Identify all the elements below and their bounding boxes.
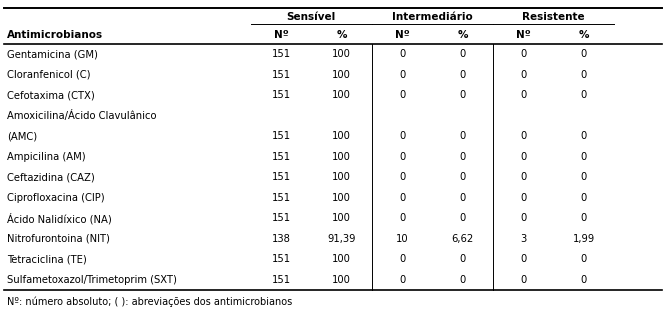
Text: 100: 100 (332, 131, 351, 141)
Text: 0: 0 (581, 213, 587, 223)
Text: %: % (458, 30, 468, 40)
Text: 151: 151 (271, 213, 291, 223)
Text: 151: 151 (271, 172, 291, 182)
Text: 0: 0 (399, 172, 405, 182)
Text: Gentamicina (GM): Gentamicina (GM) (7, 49, 98, 59)
Text: 0: 0 (520, 254, 527, 264)
Text: 0: 0 (460, 90, 466, 100)
Text: Nitrofurontoina (NIT): Nitrofurontoina (NIT) (7, 234, 110, 244)
Text: 0: 0 (581, 152, 587, 162)
Text: Nº: Nº (395, 30, 409, 40)
Text: Sulfametoxazol/Trimetoprim (SXT): Sulfametoxazol/Trimetoprim (SXT) (7, 275, 177, 285)
Text: Cefotaxima (CTX): Cefotaxima (CTX) (7, 90, 94, 100)
Text: 0: 0 (460, 152, 466, 162)
Text: 151: 151 (271, 70, 291, 80)
Text: 151: 151 (271, 275, 291, 285)
Text: 0: 0 (460, 254, 466, 264)
Text: 0: 0 (399, 90, 405, 100)
Text: 0: 0 (520, 213, 527, 223)
Text: 0: 0 (460, 213, 466, 223)
Text: 0: 0 (460, 275, 466, 285)
Text: 10: 10 (396, 234, 409, 244)
Text: 138: 138 (271, 234, 291, 244)
Text: Sensível: Sensível (287, 12, 336, 22)
Text: 100: 100 (332, 49, 351, 59)
Text: %: % (578, 30, 589, 40)
Text: Nº: número absoluto; ( ): abreviações dos antimicrobianos: Nº: número absoluto; ( ): abreviações do… (7, 297, 292, 307)
Text: 0: 0 (399, 152, 405, 162)
Text: 0: 0 (399, 275, 405, 285)
Text: 0: 0 (581, 193, 587, 203)
Text: 0: 0 (520, 193, 527, 203)
Text: 0: 0 (520, 90, 527, 100)
Text: 0: 0 (460, 131, 466, 141)
Text: Intermediário: Intermediário (392, 12, 473, 22)
Text: 100: 100 (332, 275, 351, 285)
Text: 0: 0 (399, 193, 405, 203)
Text: 0: 0 (399, 254, 405, 264)
Text: 0: 0 (399, 49, 405, 59)
Text: Resistente: Resistente (522, 12, 585, 22)
Text: 100: 100 (332, 172, 351, 182)
Text: 0: 0 (581, 275, 587, 285)
Text: 151: 151 (271, 90, 291, 100)
Text: Nº: Nº (273, 30, 288, 40)
Text: %: % (336, 30, 347, 40)
Text: Cloranfenicol (C): Cloranfenicol (C) (7, 70, 90, 80)
Text: (AMC): (AMC) (7, 131, 37, 141)
Text: Ácido Nalidíxico (NA): Ácido Nalidíxico (NA) (7, 212, 112, 224)
Text: 0: 0 (520, 70, 527, 80)
Text: 0: 0 (581, 90, 587, 100)
Text: Tetraciclina (TE): Tetraciclina (TE) (7, 254, 86, 264)
Text: 151: 151 (271, 193, 291, 203)
Text: 0: 0 (399, 213, 405, 223)
Text: 0: 0 (460, 70, 466, 80)
Text: 0: 0 (520, 152, 527, 162)
Text: 100: 100 (332, 70, 351, 80)
Text: 0: 0 (460, 172, 466, 182)
Text: 151: 151 (271, 49, 291, 59)
Text: 0: 0 (520, 172, 527, 182)
Text: 151: 151 (271, 131, 291, 141)
Text: 151: 151 (271, 254, 291, 264)
Text: Ciprofloxacina (CIP): Ciprofloxacina (CIP) (7, 193, 105, 203)
Text: 151: 151 (271, 152, 291, 162)
Text: 100: 100 (332, 193, 351, 203)
Text: 0: 0 (581, 172, 587, 182)
Text: 91,39: 91,39 (328, 234, 356, 244)
Text: 3: 3 (520, 234, 527, 244)
Text: Antimicrobianos: Antimicrobianos (7, 30, 103, 40)
Text: 100: 100 (332, 213, 351, 223)
Text: 100: 100 (332, 152, 351, 162)
Text: 1,99: 1,99 (573, 234, 595, 244)
Text: 0: 0 (399, 70, 405, 80)
Text: 100: 100 (332, 90, 351, 100)
Text: 100: 100 (332, 254, 351, 264)
Text: 0: 0 (581, 49, 587, 59)
Text: 0: 0 (520, 49, 527, 59)
Text: 6,62: 6,62 (452, 234, 474, 244)
Text: 0: 0 (520, 275, 527, 285)
Text: Ampicilina (AM): Ampicilina (AM) (7, 152, 86, 162)
Text: 0: 0 (460, 49, 466, 59)
Text: 0: 0 (581, 254, 587, 264)
Text: Ceftazidina (CAZ): Ceftazidina (CAZ) (7, 172, 94, 182)
Text: 0: 0 (520, 131, 527, 141)
Text: 0: 0 (581, 70, 587, 80)
Text: Amoxicilina/Ácido Clavulânico: Amoxicilina/Ácido Clavulânico (7, 110, 157, 121)
Text: 0: 0 (399, 131, 405, 141)
Text: Nº: Nº (516, 30, 531, 40)
Text: 0: 0 (460, 193, 466, 203)
Text: 0: 0 (581, 131, 587, 141)
